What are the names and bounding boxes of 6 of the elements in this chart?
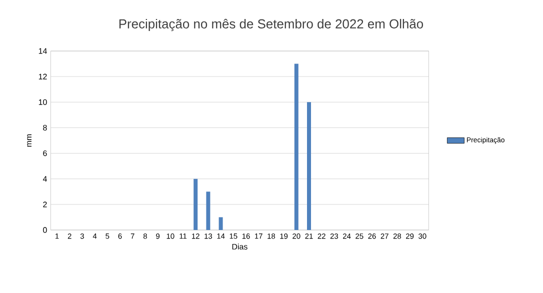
bar [206, 192, 210, 230]
bar [307, 102, 312, 230]
chart-title: Precipitação no mês de Setembro de 2022 em Olhão [119, 18, 424, 32]
bar [194, 178, 198, 230]
bar [294, 64, 298, 230]
bar [218, 217, 223, 230]
